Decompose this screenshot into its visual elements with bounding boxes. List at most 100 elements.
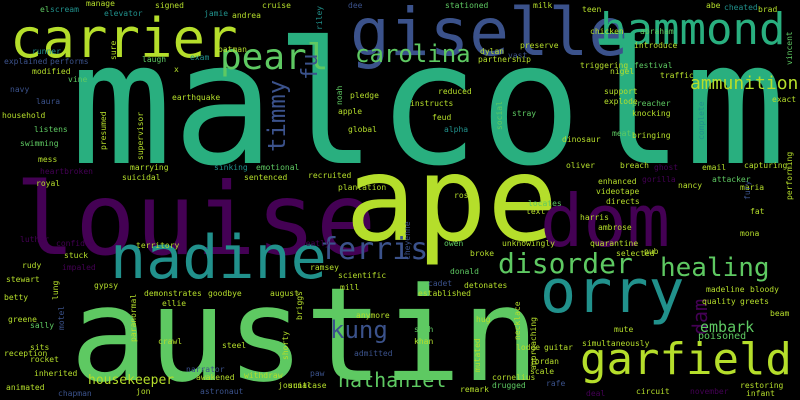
word-small: triggering [580,61,629,70]
word-small: elevator [104,9,143,18]
word-small: astronaut [200,387,244,396]
word-small: breach [620,161,649,170]
word-small: fury [743,180,752,200]
word-small: quarantine [590,239,639,248]
word-small: circuit [636,387,670,396]
word-nathaniel: nathaniel [338,368,447,392]
word-small: dee [348,1,363,10]
word-small: narrator [186,365,225,374]
word-small: marrying [130,163,169,172]
word-small: sally [30,321,55,330]
word-small: greets [740,297,769,306]
word-small: gypsy [94,281,119,290]
word-healing: healing [660,253,770,283]
word-small: household [2,111,46,120]
word-small: swimming [20,139,59,148]
word-small: ghost [654,163,679,172]
word-small: shorty [281,331,290,360]
word-small: necklace [513,301,522,340]
word-small: exam [190,53,210,62]
word-small: pub [644,247,659,256]
word-small: vast [508,51,528,60]
word-small: bloody [750,285,779,294]
word-small: detonates [464,281,508,290]
word-small: scale [530,367,555,376]
word-small: suicidal [122,173,161,182]
word-small: runner [32,47,61,56]
word-small: reduced [438,87,472,96]
word-small: scientific [338,271,387,280]
word-small: madeline [706,285,745,294]
word-small: laugh [142,55,167,64]
word-small: noah [335,85,344,105]
word-small: admitted [354,349,393,358]
word-louise: louise [15,161,377,278]
word-small: greatly [296,239,330,248]
word-small: dylan [480,47,505,56]
word-small: explained [4,57,48,66]
word-orry: orry [540,257,685,327]
word-pearl: pearl [220,37,329,78]
word-small: riley [315,5,324,30]
word-small: cruise [262,1,291,10]
word-embark: embark [700,318,755,336]
word-small: recruited [308,171,352,180]
word-small: reception [4,349,48,358]
word-small: feud [432,113,452,122]
word-ammunition: ammunition [690,73,799,94]
word-small: unknowingly [502,239,555,248]
word-small: mill [340,283,360,292]
word-small: teen [582,5,602,14]
word-small: presumed [99,111,108,150]
word-small: preacher [632,99,671,108]
word-small: awakened [196,373,235,382]
word-small: signed [155,1,184,10]
word-hammond: hammond [600,4,786,55]
word-small: vine [68,75,88,84]
word-small: chapman [58,389,92,398]
word-kung: kung [330,316,388,344]
word-small: oliver [566,161,595,170]
word-small: owen [444,239,464,248]
word-small: pledge [350,91,379,100]
word-small: manage [86,0,115,8]
word-small: abe [706,1,721,10]
word-small: drugged [492,381,526,390]
word-small: rocket [30,355,59,364]
word-small: simultaneously [582,339,650,348]
word-small: knocking [632,109,671,118]
word-small: rafe [546,379,566,388]
word-small: ellie [162,299,187,308]
word-small: betty [4,293,29,302]
word-small: partnership [478,55,531,64]
word-fu: fu [298,53,323,81]
word-small: plantation [338,183,387,192]
word-small: motel [57,305,66,330]
word-small: sure [109,40,118,60]
word-small: explode [604,97,638,106]
word-small: support [604,87,638,96]
word-small: lodge [516,343,541,352]
word-small: performing [785,151,794,200]
word-small: email [702,163,727,172]
word-small: august [270,289,299,298]
word-giselle: giselle [350,0,629,71]
word-small: restoring [740,381,784,390]
word-small: sinking [214,163,248,172]
word-small: paw [310,369,325,378]
word-small: goodbye [208,289,242,298]
word-small: khan [414,337,434,346]
word-small: suitcase [288,381,327,390]
word-timmy: timmy [263,79,291,152]
word-small: jordan [530,357,559,366]
word-small: demonstrates [144,289,202,298]
word-small: videotape [596,187,640,196]
word-small: introduce [634,41,678,50]
word-small: locates [528,199,562,208]
word-small: earthquake [172,93,221,102]
word-small: inherited [34,369,78,378]
word-small: bringing [632,131,671,140]
word-small: deal [586,389,606,398]
word-small: mutated [473,338,482,372]
word-small: luther [20,235,49,244]
